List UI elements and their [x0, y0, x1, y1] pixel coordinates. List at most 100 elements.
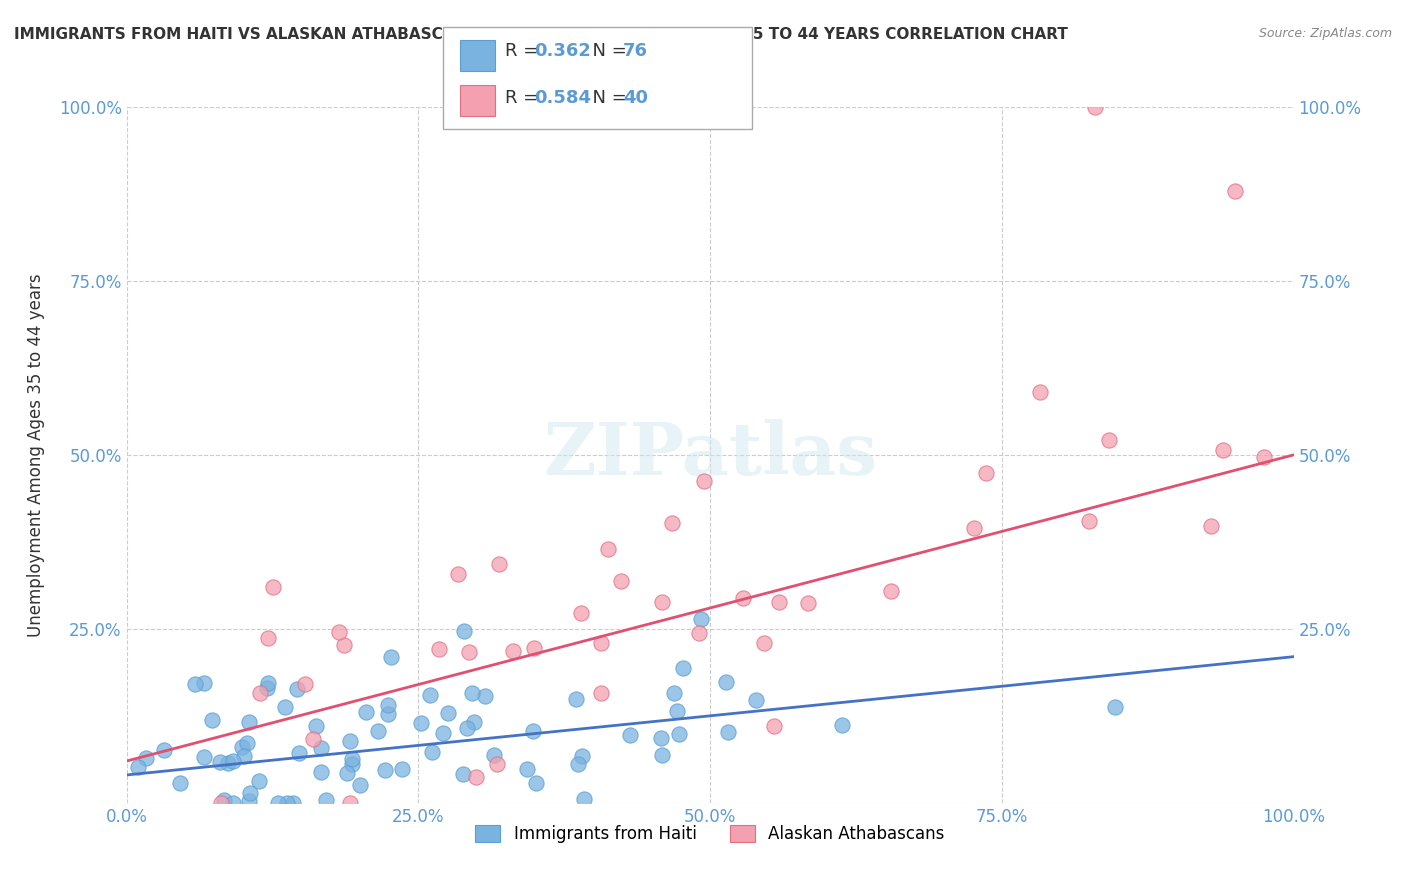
Point	[565, 692, 588, 706]
Point	[305, 719, 328, 733]
Point	[266, 796, 288, 810]
Point	[315, 793, 337, 807]
Text: R =: R =	[505, 42, 544, 60]
Point	[717, 725, 740, 739]
Point	[589, 686, 612, 700]
Point	[294, 677, 316, 691]
Point	[619, 727, 641, 741]
Point	[651, 595, 673, 609]
Point	[465, 770, 488, 784]
Point	[249, 686, 271, 700]
Point	[768, 595, 790, 609]
Point	[339, 796, 361, 810]
Point	[209, 755, 232, 769]
Point	[377, 698, 399, 712]
Point	[523, 641, 546, 656]
Point	[672, 661, 695, 675]
Point	[340, 752, 363, 766]
Point	[482, 747, 505, 762]
Point	[668, 726, 690, 740]
Point	[257, 632, 280, 646]
Point	[409, 715, 432, 730]
Point	[571, 606, 593, 620]
Point	[567, 756, 589, 771]
Point	[232, 749, 254, 764]
Point	[391, 762, 413, 776]
Point	[754, 636, 776, 650]
Point	[522, 723, 544, 738]
Text: ZIPatlas: ZIPatlas	[543, 419, 877, 491]
Point	[222, 755, 245, 769]
Point	[238, 714, 260, 729]
Legend: Immigrants from Haiti, Alaskan Athabascans: Immigrants from Haiti, Alaskan Athabasca…	[468, 819, 952, 850]
Point	[349, 778, 371, 792]
Point	[1212, 442, 1234, 457]
Point	[1098, 434, 1121, 448]
Point	[127, 760, 149, 774]
Point	[302, 732, 325, 747]
Point	[135, 750, 157, 764]
Point	[333, 639, 356, 653]
Point	[571, 748, 593, 763]
Point	[262, 580, 284, 594]
Point	[222, 796, 245, 810]
Point	[374, 763, 396, 777]
Point	[1029, 384, 1052, 399]
Point	[247, 774, 270, 789]
Point	[184, 677, 207, 691]
Point	[650, 731, 672, 745]
Point	[311, 740, 333, 755]
Point	[692, 474, 714, 488]
Point	[1253, 450, 1275, 465]
Point	[276, 796, 298, 810]
Point	[209, 796, 232, 810]
Point	[488, 558, 510, 572]
Point	[516, 762, 538, 776]
Text: 0.584: 0.584	[534, 89, 592, 107]
Point	[169, 776, 191, 790]
Point	[328, 625, 350, 640]
Point	[661, 516, 683, 530]
Point	[336, 765, 359, 780]
Text: 76: 76	[623, 42, 648, 60]
Point	[380, 650, 402, 665]
Text: Source: ZipAtlas.com: Source: ZipAtlas.com	[1258, 27, 1392, 40]
Point	[432, 726, 454, 740]
Text: N =: N =	[581, 42, 633, 60]
Point	[429, 642, 451, 657]
Point	[236, 736, 259, 750]
Point	[731, 591, 754, 606]
Point	[274, 700, 297, 714]
Point	[596, 541, 619, 556]
Point	[354, 706, 377, 720]
Point	[762, 719, 785, 733]
Point	[339, 733, 361, 747]
Point	[309, 765, 332, 780]
Point	[239, 786, 262, 800]
Point	[287, 681, 309, 696]
Point	[461, 686, 484, 700]
Point	[437, 706, 460, 720]
Point	[1077, 514, 1099, 528]
Point	[651, 747, 673, 762]
Text: 40: 40	[623, 89, 648, 107]
Point	[420, 745, 443, 759]
Point	[974, 466, 997, 480]
Point	[453, 624, 475, 638]
Text: IMMIGRANTS FROM HAITI VS ALASKAN ATHABASCAN UNEMPLOYMENT AMONG AGES 35 TO 44 YEA: IMMIGRANTS FROM HAITI VS ALASKAN ATHABAS…	[14, 27, 1069, 42]
Point	[256, 681, 278, 696]
Point	[665, 704, 688, 718]
Point	[193, 676, 215, 690]
Text: R =: R =	[505, 89, 544, 107]
Point	[1199, 518, 1222, 533]
Point	[377, 706, 399, 721]
Point	[880, 583, 903, 598]
Point	[451, 766, 474, 780]
Point	[231, 739, 253, 754]
Point	[238, 794, 260, 808]
Point	[1223, 184, 1246, 198]
Point	[589, 636, 612, 650]
Point	[193, 750, 215, 764]
Point	[610, 574, 633, 588]
Point	[463, 714, 485, 729]
